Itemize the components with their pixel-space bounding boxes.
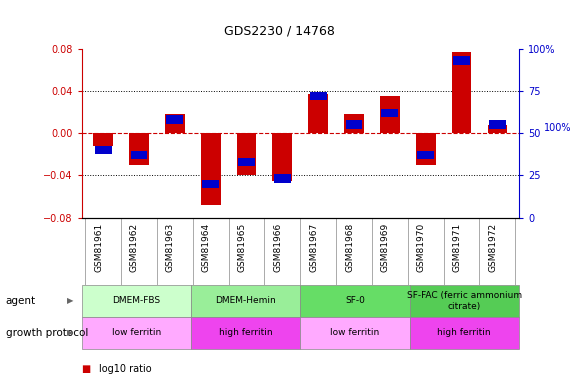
Bar [409,317,519,349]
Text: high ferritin: high ferritin [437,328,491,338]
Text: low ferritin: low ferritin [112,328,161,338]
Text: GSM81964: GSM81964 [202,223,210,272]
Bar [417,151,434,159]
Text: agent: agent [6,296,36,306]
Bar [381,109,398,117]
Bar [452,52,472,133]
Text: GSM81967: GSM81967 [309,223,318,272]
Bar [416,133,436,165]
Text: GDS2230 / 14768: GDS2230 / 14768 [224,24,335,38]
Text: GSM81970: GSM81970 [417,223,426,272]
Text: DMEM-FBS: DMEM-FBS [112,296,160,305]
Bar [93,133,113,146]
Bar [82,317,191,349]
Bar [487,124,507,133]
Text: GSM81965: GSM81965 [237,223,247,272]
Bar [129,133,149,165]
Bar [237,133,257,176]
Bar [300,317,409,349]
Text: growth protocol: growth protocol [6,328,88,338]
Bar [238,158,255,166]
Text: GSM81969: GSM81969 [381,223,390,272]
Bar [201,133,220,205]
Text: SF-FAC (ferric ammonium
citrate): SF-FAC (ferric ammonium citrate) [407,291,522,310]
Text: ▶: ▶ [67,328,73,338]
Text: ▶: ▶ [67,296,73,305]
Bar [310,92,326,100]
Bar [274,174,291,183]
Text: GSM81961: GSM81961 [94,223,103,272]
Bar [191,285,300,317]
Bar [380,96,400,133]
Text: ■: ■ [82,364,91,374]
Bar [191,317,300,349]
Text: SF-0: SF-0 [345,296,365,305]
Text: low ferritin: low ferritin [331,328,380,338]
Bar [202,180,219,188]
Text: GSM81972: GSM81972 [489,223,497,272]
Text: GSM81963: GSM81963 [166,223,175,272]
Text: GSM81968: GSM81968 [345,223,354,272]
Bar [131,151,147,159]
Bar [165,114,185,133]
Text: high ferritin: high ferritin [219,328,272,338]
Y-axis label: 100%: 100% [545,123,572,133]
Bar [409,285,519,317]
Bar [166,116,183,124]
Text: log10 ratio: log10 ratio [99,364,152,374]
Text: DMEM-Hemin: DMEM-Hemin [215,296,276,305]
Bar [489,120,505,129]
Bar [82,285,191,317]
Bar [308,94,328,133]
Text: GSM81971: GSM81971 [452,223,462,272]
Bar [344,114,364,133]
Bar [453,56,470,65]
Bar [346,120,363,129]
Text: GSM81962: GSM81962 [130,223,139,272]
Text: GSM81966: GSM81966 [273,223,282,272]
Bar [272,133,292,181]
Bar [95,146,111,154]
Bar [300,285,409,317]
